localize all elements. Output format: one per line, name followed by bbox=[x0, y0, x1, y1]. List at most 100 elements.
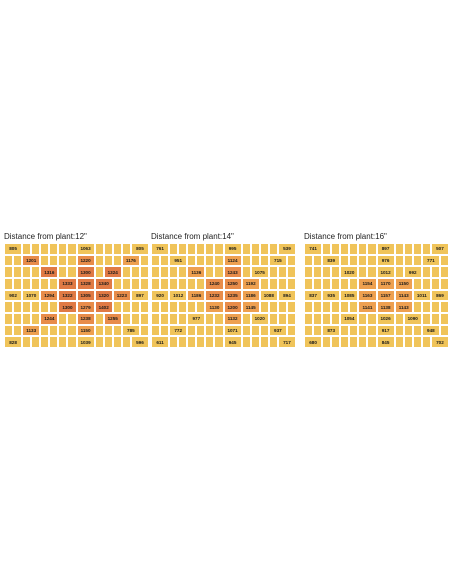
heatmap-tile bbox=[22, 313, 32, 325]
heatmap-tile bbox=[22, 301, 32, 313]
heatmap-tile bbox=[268, 278, 278, 290]
heatmap-tile bbox=[430, 313, 440, 325]
heatmap-tile bbox=[4, 324, 14, 337]
heatmap-value: 1075 bbox=[250, 266, 269, 278]
heatmap-tile bbox=[139, 313, 149, 325]
heatmap-tile bbox=[196, 278, 206, 290]
heatmap-tile bbox=[151, 278, 161, 290]
heatmap-tile bbox=[169, 243, 179, 255]
heatmap-value: 1324 bbox=[103, 266, 122, 278]
heatmap-value: 771 bbox=[421, 254, 440, 267]
heatmap-value: 976 bbox=[376, 254, 395, 267]
heatmap-tile bbox=[58, 266, 68, 278]
heatmap-tile bbox=[268, 266, 278, 278]
heatmap-value: 1088 bbox=[259, 289, 278, 302]
heatmap-tile bbox=[187, 243, 197, 255]
heatmap-tile bbox=[277, 313, 287, 325]
heatmap-tile bbox=[313, 254, 323, 267]
heatmap-tile bbox=[313, 313, 323, 325]
heatmap-tile bbox=[421, 336, 431, 348]
heatmap-tile bbox=[304, 313, 314, 325]
heatmap-value: 1220 bbox=[76, 254, 95, 267]
panel-title: Distance from plant:14" bbox=[151, 232, 234, 241]
heatmap-tile bbox=[13, 278, 23, 290]
heatmap-tile bbox=[49, 254, 59, 267]
heatmap-tile bbox=[313, 301, 323, 313]
heatmap-tile bbox=[367, 254, 377, 267]
heatmap-value: 995 bbox=[223, 243, 242, 255]
heatmap-value: 1255 bbox=[103, 313, 122, 325]
heatmap-tile bbox=[139, 301, 149, 313]
heatmap-grid: 741 897 507 839 976 771 1020 1012 992 1154 1170 115… bbox=[304, 243, 449, 348]
heatmap-value: 948 bbox=[421, 324, 440, 337]
heatmap-tile bbox=[250, 243, 260, 255]
heatmap-value: 1026 bbox=[376, 313, 395, 325]
heatmap-value: 1145 bbox=[241, 301, 260, 313]
heatmap-tile bbox=[4, 313, 14, 325]
heatmap-value: 596 bbox=[130, 336, 149, 348]
heatmap-value: 894 bbox=[277, 289, 296, 302]
heatmap-tile bbox=[412, 243, 422, 255]
heatmap-tile bbox=[160, 266, 170, 278]
heatmap-tile bbox=[196, 301, 206, 313]
heatmap-tile bbox=[214, 313, 224, 325]
heatmap-value: 1143 bbox=[394, 289, 413, 302]
heatmap-tile bbox=[187, 324, 197, 337]
heatmap-tile bbox=[394, 324, 404, 337]
heatmap-value: 1012 bbox=[169, 289, 188, 302]
heatmap-tile bbox=[322, 301, 332, 313]
heatmap-value: 977 bbox=[187, 313, 206, 325]
heatmap-tile bbox=[349, 278, 359, 290]
heatmap-value: 992 bbox=[403, 266, 422, 278]
heatmap-value: 1071 bbox=[223, 324, 242, 337]
heatmap-value: 1186 bbox=[187, 289, 206, 302]
heatmap-tile bbox=[241, 254, 251, 267]
heatmap-tile bbox=[268, 313, 278, 325]
heatmap-tile bbox=[196, 324, 206, 337]
heatmap-tile bbox=[340, 278, 350, 290]
heatmap-tile bbox=[49, 324, 59, 337]
heatmap-value: 1223 bbox=[112, 289, 131, 302]
heatmap-tile bbox=[139, 324, 149, 337]
heatmap-tile bbox=[439, 266, 449, 278]
heatmap-tile bbox=[22, 278, 32, 290]
heatmap-tile bbox=[250, 336, 260, 348]
heatmap-tile bbox=[160, 313, 170, 325]
heatmap-tile bbox=[349, 336, 359, 348]
heatmap-tile bbox=[268, 301, 278, 313]
heatmap-tile bbox=[196, 254, 206, 267]
heatmap-value: 1244 bbox=[40, 313, 59, 325]
heatmap-tile bbox=[286, 266, 296, 278]
heatmap-value: 1150 bbox=[76, 324, 95, 337]
heatmap-tile bbox=[178, 278, 188, 290]
heatmap-tile bbox=[241, 324, 251, 337]
heatmap-value: 1235 bbox=[223, 289, 242, 302]
heatmap-tile bbox=[394, 336, 404, 348]
heatmap-tile bbox=[277, 301, 287, 313]
heatmap-tile bbox=[169, 336, 179, 348]
heatmap-value: 1176 bbox=[121, 254, 140, 267]
heatmap-value: 1090 bbox=[403, 313, 422, 325]
heatmap-tile bbox=[178, 313, 188, 325]
heatmap-tile bbox=[358, 324, 368, 337]
heatmap-value: 1136 bbox=[187, 266, 206, 278]
heatmap-tile bbox=[259, 301, 269, 313]
heatmap-tile bbox=[121, 313, 131, 325]
heatmap-value: 1294 bbox=[40, 289, 59, 302]
heatmap-tile bbox=[331, 278, 341, 290]
heatmap-tile bbox=[322, 336, 332, 348]
heatmap-tile bbox=[94, 313, 104, 325]
panel-title: Distance from plant:12" bbox=[4, 232, 87, 241]
heatmap-tile bbox=[58, 243, 68, 255]
heatmap-tile bbox=[394, 254, 404, 267]
heatmap-value: 1232 bbox=[205, 289, 224, 302]
heatmap-tile bbox=[259, 336, 269, 348]
heatmap-tile bbox=[67, 313, 77, 325]
heatmap-tile bbox=[94, 254, 104, 267]
heatmap-tile bbox=[322, 243, 332, 255]
heatmap-tile bbox=[214, 324, 224, 337]
heatmap-tile bbox=[205, 266, 215, 278]
heatmap-tile bbox=[313, 278, 323, 290]
heatmap-tile bbox=[121, 243, 131, 255]
heatmap-value: 1085 bbox=[340, 289, 359, 302]
